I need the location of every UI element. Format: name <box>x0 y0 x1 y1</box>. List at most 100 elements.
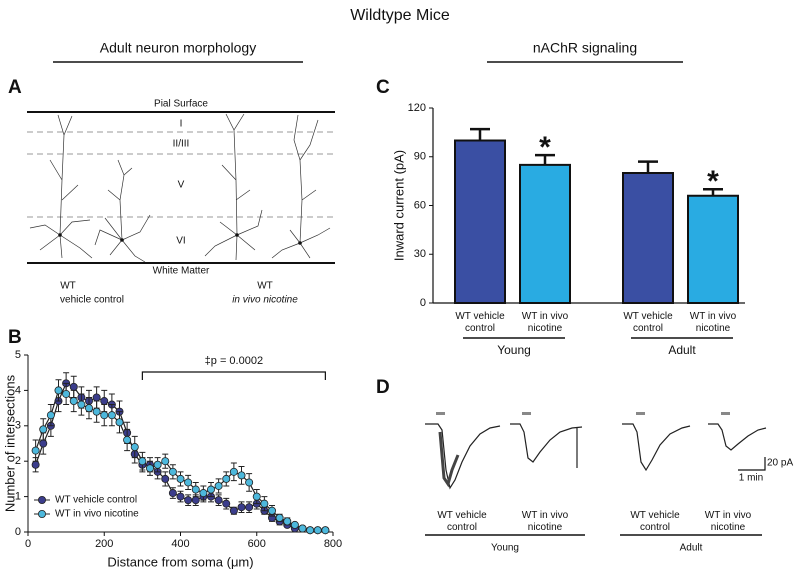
bar <box>519 163 571 304</box>
group-label: WT <box>257 281 273 292</box>
soma <box>235 233 239 237</box>
data-point <box>161 457 170 466</box>
y-axis-label: Inward current (pA) <box>391 150 406 261</box>
layer-label: II/III <box>173 139 190 150</box>
group-label: WT <box>60 281 76 292</box>
layer-label: I <box>180 119 183 130</box>
data-point <box>31 446 40 455</box>
data-point <box>54 386 63 395</box>
section-title: Adult neuron morphology <box>100 40 256 56</box>
y-tick-label: 3 <box>15 420 21 432</box>
data-point <box>184 478 193 487</box>
soma <box>298 241 302 245</box>
significance-star: * <box>707 165 719 198</box>
data-point <box>92 393 101 402</box>
significance-bracket <box>141 371 326 380</box>
data-point <box>229 467 238 476</box>
data-point <box>321 526 330 535</box>
x-axis-label: Distance from soma (μm) <box>107 554 253 569</box>
boundary-label: Pial Surface <box>154 99 208 110</box>
x-tick-label: WT in vivo nicotine <box>522 311 569 334</box>
data-point <box>168 467 177 476</box>
data-point <box>290 520 299 529</box>
data-point <box>123 435 132 444</box>
data-point <box>31 460 40 469</box>
y-tick-label: 5 <box>15 349 21 361</box>
data-point <box>107 411 116 420</box>
data-point <box>168 489 177 498</box>
panel-letter: B <box>8 327 22 348</box>
data-point <box>237 471 246 480</box>
data-point <box>260 499 269 508</box>
significance-label: ‡p = 0.0002 <box>205 355 263 367</box>
data-point <box>298 524 307 533</box>
stimulus-bars <box>436 412 730 415</box>
current-traces <box>425 423 767 490</box>
data-point <box>245 478 254 487</box>
scale-bar <box>738 457 766 471</box>
layer-label: V <box>178 180 185 191</box>
y-tick-label: 0 <box>15 526 21 538</box>
error-bar <box>638 160 658 173</box>
neuron-drawings <box>29 113 331 263</box>
data-point <box>222 499 231 508</box>
data-point <box>100 411 109 420</box>
data-point <box>191 485 200 494</box>
significance-star: * <box>539 131 551 164</box>
bar <box>454 139 506 304</box>
data-point <box>245 503 254 512</box>
condition-label: WT in vivo nicotine <box>522 510 569 533</box>
data-point <box>206 485 215 494</box>
condition-label: WT vehicle control <box>630 510 680 533</box>
data-point <box>161 474 170 483</box>
x-tick-label: 200 <box>95 538 113 550</box>
condition-label: WT in vivo nicotine <box>705 510 752 533</box>
data-point <box>115 418 124 427</box>
soma <box>58 233 62 237</box>
morphology-panel: Pial Surface I II/III V VI White Matter … <box>27 99 335 306</box>
data-point <box>77 400 86 409</box>
stimulus-bar <box>522 412 531 415</box>
group-label: Young <box>491 543 519 554</box>
data-point <box>283 517 292 526</box>
group-label: Adult <box>680 543 703 554</box>
x-tick-label: 400 <box>171 538 189 550</box>
data-point <box>62 389 71 398</box>
panel-letter: A <box>8 77 22 98</box>
boundary-label: White Matter <box>153 266 210 277</box>
data-point <box>275 513 284 522</box>
y-tick-label: 120 <box>408 102 426 114</box>
y-axis-label: Number of intersections <box>2 374 17 512</box>
y-tick-label: 60 <box>414 199 426 211</box>
data-point <box>191 496 200 505</box>
error-bar <box>470 127 490 141</box>
data-point <box>252 492 261 501</box>
data-point <box>130 443 139 452</box>
y-tick-label: 1 <box>15 491 21 503</box>
error-bar <box>535 153 555 165</box>
data-point <box>69 382 78 391</box>
bar <box>687 194 739 304</box>
x-tick-label: 800 <box>324 538 342 550</box>
data-point <box>176 492 185 501</box>
data-point <box>184 496 193 505</box>
legend-label: WT in vivo nicotine <box>55 509 139 520</box>
layer-label: VI <box>176 236 185 247</box>
stimulus-bar <box>721 412 730 415</box>
data-point <box>176 474 185 483</box>
data-point <box>199 489 208 498</box>
data-point <box>85 404 94 413</box>
x-tick-label: 600 <box>248 538 266 550</box>
group-label: vehicle control <box>60 295 124 306</box>
data-point <box>313 526 322 535</box>
legend-marker <box>38 495 47 504</box>
data-point <box>153 460 162 469</box>
data-point <box>138 457 147 466</box>
data-point <box>39 439 48 448</box>
data-point <box>306 526 315 535</box>
y-tick-label: 90 <box>414 151 426 163</box>
data-point <box>267 506 276 515</box>
data-point <box>145 464 154 473</box>
x-tick-label: WT vehicle control <box>623 311 673 334</box>
